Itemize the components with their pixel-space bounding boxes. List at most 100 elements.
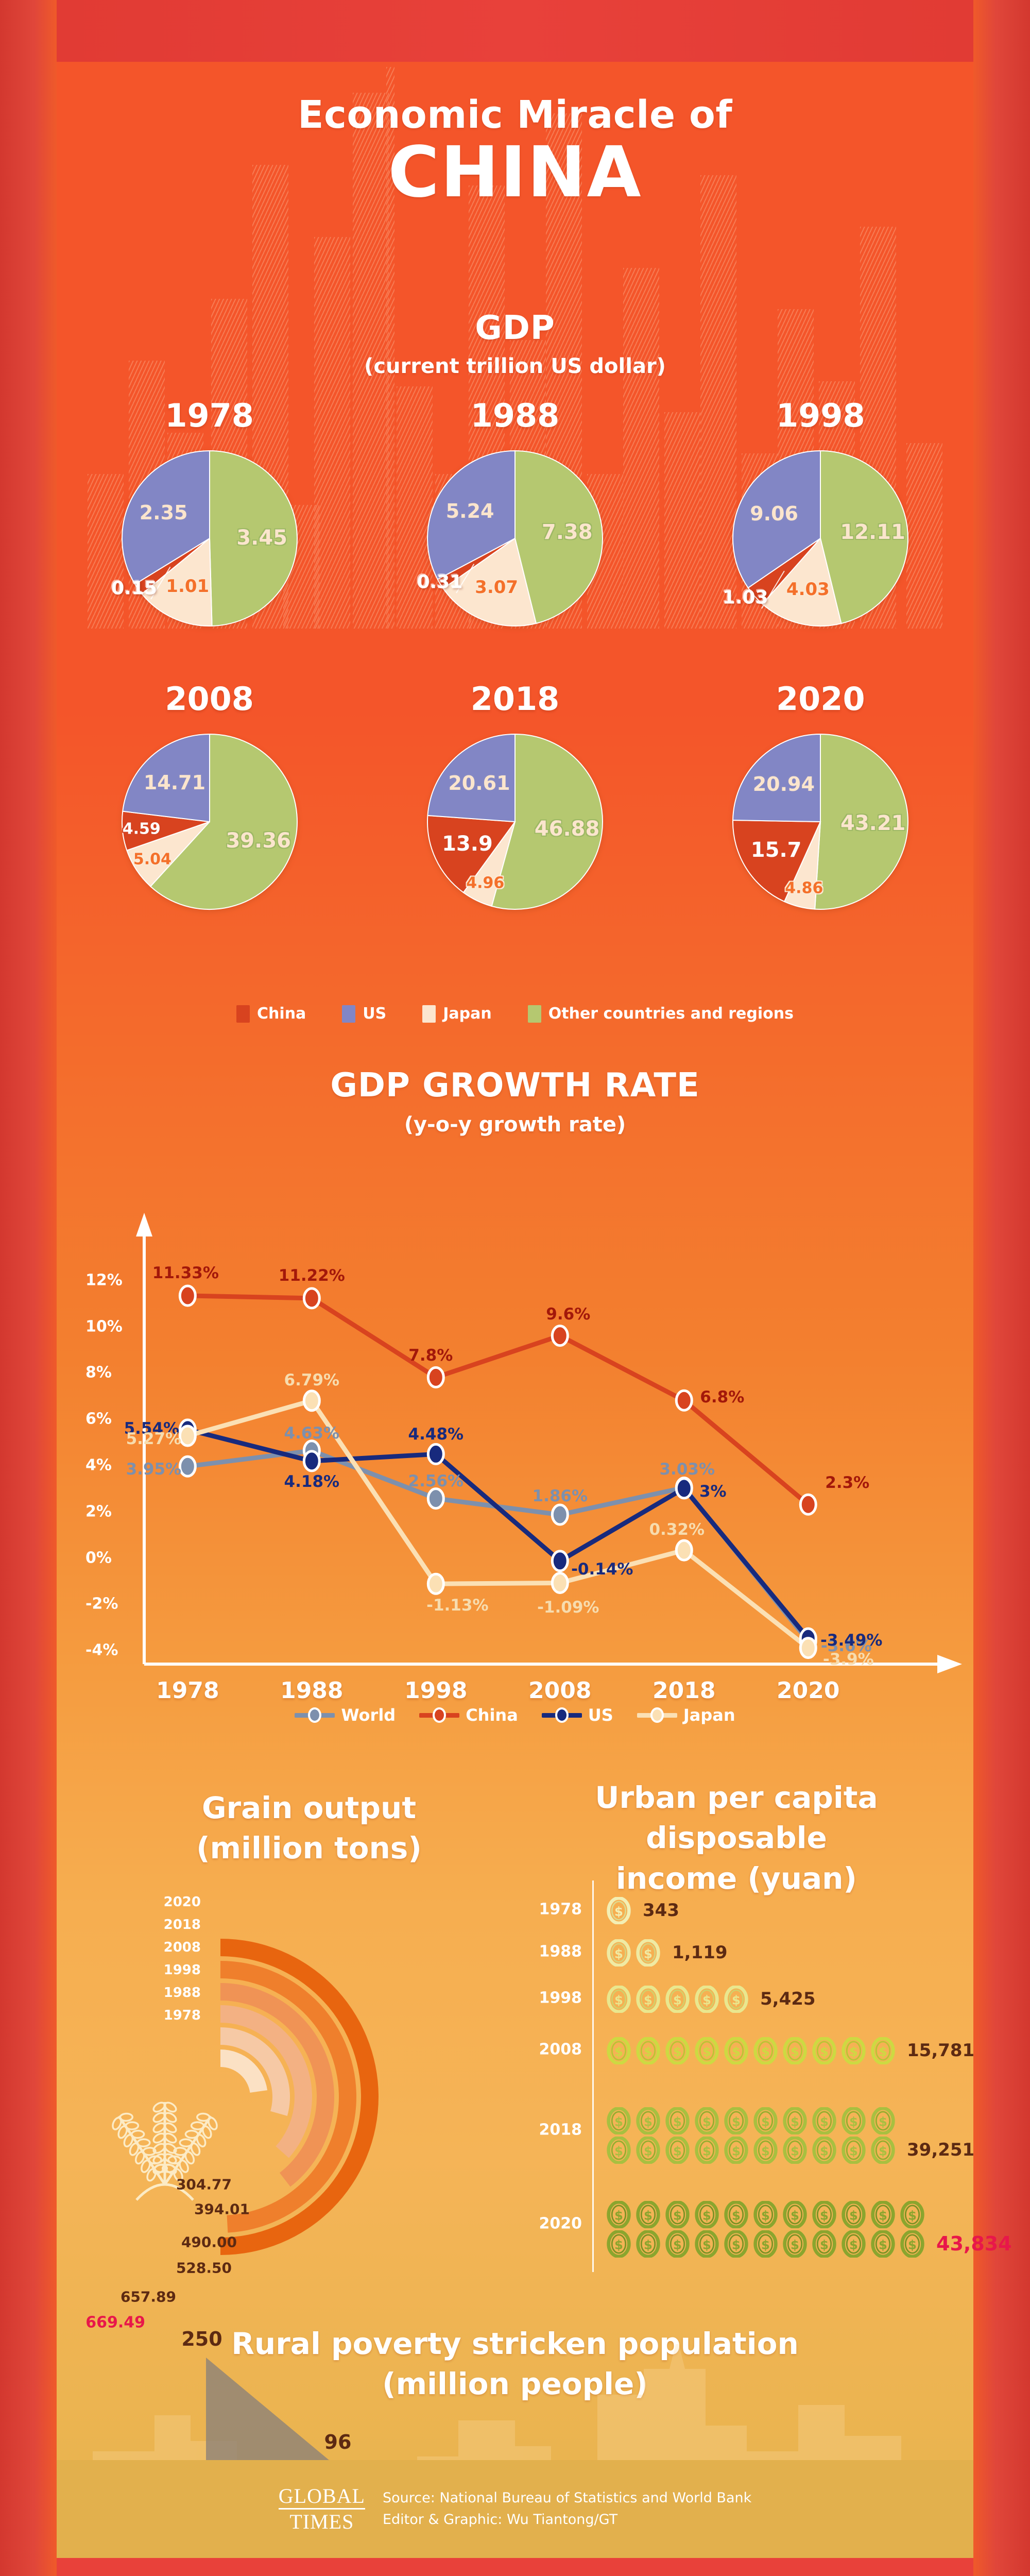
- income-title-line-1: Urban per capita disposable: [595, 1780, 878, 1856]
- data-point-label-us-2018: 3%: [699, 1482, 727, 1501]
- svg-text:$: $: [879, 2208, 887, 2223]
- svg-text:$: $: [879, 2044, 887, 2059]
- gdp-pie-row-2: 2008 4.59 14.71 5.04 39.36 2018 13.9 20.61 4.96 4…: [57, 680, 973, 920]
- legend-line-marker-icon: [541, 1706, 582, 1724]
- coin-icon: $: [842, 2037, 866, 2064]
- data-point-label-china-2020: 2.3%: [825, 1473, 870, 1493]
- svg-text:$: $: [673, 2237, 682, 2252]
- svg-text:$: $: [702, 2044, 711, 2059]
- x-axis-tick: 2020: [777, 1677, 840, 1704]
- svg-text:$: $: [644, 2143, 653, 2158]
- pie-slice-value-china: 0.15: [111, 578, 158, 599]
- x-axis-tick: 1998: [404, 1677, 468, 1704]
- y-axis-tick: 2%: [85, 1502, 112, 1521]
- coin-icon: $: [724, 2037, 748, 2064]
- legend-swatch-icon: [527, 1005, 541, 1023]
- coin-icon: $: [665, 2201, 690, 2228]
- coin-icon: $: [636, 2137, 660, 2164]
- left-red-rail: [0, 0, 57, 2576]
- grain-year-label-1998: 1998: [163, 1962, 201, 1978]
- legend-label: World: [341, 1705, 396, 1725]
- coin-icon: $: [753, 2037, 778, 2064]
- svg-text:$: $: [732, 2114, 741, 2129]
- data-point-label-japan-1988: 6.79%: [284, 1370, 340, 1389]
- gdp-legend-item-other[interactable]: Other countries and regions: [527, 1005, 794, 1023]
- poster-canvas: Economic Miracle of CHINA GDP (current t…: [57, 62, 1012, 2558]
- source-text: Source: National Bureau of Statistics an…: [382, 2490, 752, 2506]
- data-point-label-world-2018: 3.03%: [659, 1460, 715, 1479]
- income-year-label-2018: 2018: [539, 2121, 582, 2139]
- coin-icon: $: [783, 2230, 807, 2258]
- coin-icon: $: [812, 2137, 836, 2164]
- coin-icon: $: [842, 2230, 866, 2258]
- svg-text:$: $: [791, 2237, 799, 2252]
- coin-icon: $: [871, 2037, 895, 2064]
- growth-legend-item-japan[interactable]: Japan: [637, 1705, 735, 1725]
- pie-slice-value-china: 13.9: [442, 832, 493, 856]
- footer-credits: Source: National Bureau of Statistics an…: [383, 2487, 751, 2531]
- svg-text:$: $: [820, 2143, 829, 2158]
- coin-icon: $: [695, 2107, 719, 2134]
- income-value-1988: 1,119: [672, 1942, 728, 1963]
- legend-swatch-icon: [236, 1005, 250, 1023]
- coin-icon: $: [695, 2230, 719, 2258]
- gdp-legend-item-us[interactable]: US: [342, 1005, 386, 1023]
- svg-text:$: $: [702, 2237, 711, 2252]
- growth-legend-item-world[interactable]: World: [295, 1705, 396, 1725]
- svg-text:$: $: [644, 2114, 653, 2129]
- pie-slice-value-other: 39.36: [226, 828, 291, 853]
- income-pictogram-chart: 1978 $343 1988 $ $1,119 1998 $ $ $ $ $5,425 2008 $ $ $…: [510, 1875, 1012, 2298]
- gdp-growth-line-chart: 12% 10% 8% 6% 4% 2% 0% -2% -4% 1978 1988 1998 2008 20…: [57, 1185, 973, 1704]
- poverty-value-1988: 96: [324, 2431, 352, 2454]
- coin-icon: $: [842, 2107, 866, 2134]
- gdp-legend-item-japan[interactable]: Japan: [422, 1005, 492, 1023]
- income-year-label-1978: 1978: [539, 1900, 582, 1919]
- income-year-label-1988: 1988: [539, 1942, 582, 1961]
- svg-text:$: $: [702, 2143, 711, 2158]
- coin-icon: $: [695, 1986, 719, 2013]
- data-point-label-china-1988: 11.22%: [278, 1266, 345, 1285]
- pie-slice-value-china: 4.59: [122, 820, 161, 838]
- pie-slice-value-us: 14.71: [143, 771, 206, 794]
- svg-text:$: $: [849, 2208, 858, 2223]
- grain-value-1988: 394.01: [194, 2200, 250, 2218]
- growth-legend-item-china[interactable]: China: [419, 1705, 518, 1725]
- svg-text:$: $: [849, 2143, 858, 2158]
- svg-text:$: $: [791, 2044, 799, 2059]
- income-value-2008: 15,781: [907, 2040, 975, 2061]
- coin-icon: $: [812, 2201, 836, 2228]
- global-times-logo: GLOBAL TIMES: [278, 2486, 365, 2532]
- pie-slice-value-other: 43.21: [840, 811, 906, 836]
- svg-text:$: $: [732, 2237, 741, 2252]
- coin-icon: $: [871, 2107, 895, 2134]
- legend-label: Japan: [443, 1005, 492, 1023]
- grain-year-label-1978: 1978: [163, 2008, 201, 2023]
- svg-text:$: $: [879, 2237, 887, 2252]
- svg-text:$: $: [614, 2237, 623, 2252]
- gdp-pie-2008: 2008 4.59 14.71 5.04 39.36: [76, 680, 344, 920]
- right-red-rail: [973, 0, 1030, 2576]
- pie-year-label: 2020: [776, 680, 865, 718]
- growth-legend-item-us[interactable]: US: [541, 1705, 613, 1725]
- pie-slice-value-china: 0.31: [417, 571, 463, 593]
- pie-year-label: 2008: [165, 680, 254, 718]
- growth-legend: World China US Japan: [57, 1705, 973, 1725]
- data-point-label-japan-1978: 5.27%: [126, 1429, 182, 1448]
- data-point-label-world-2020: -3.6%: [820, 1637, 872, 1656]
- income-axis-line: [592, 1880, 594, 2272]
- data-point-label-world-1998: 2.56%: [408, 1471, 464, 1490]
- svg-text:$: $: [614, 2114, 623, 2129]
- coin-icon: $: [783, 2201, 807, 2228]
- income-coin-row-1978: $: [605, 1896, 899, 1925]
- pie-slice-value-japan: 5.04: [133, 850, 171, 869]
- svg-text:$: $: [614, 1992, 623, 2007]
- coin-icon: $: [607, 2107, 631, 2134]
- gdp-legend-item-china[interactable]: China: [236, 1005, 306, 1023]
- coin-icon: $: [636, 1939, 660, 1967]
- pie-slice-value-china: 15.7: [750, 838, 802, 862]
- pie-graphic: 4.59 14.71 5.04 39.36: [112, 724, 307, 920]
- poverty-value-1978: 250: [181, 2328, 222, 2350]
- poverty-title-line-1: Rural poverty stricken population: [231, 2326, 799, 2361]
- pie-graphic: 13.9 20.61 4.96 46.88: [417, 724, 613, 920]
- pie-slice-value-japan: 3.07: [475, 577, 519, 598]
